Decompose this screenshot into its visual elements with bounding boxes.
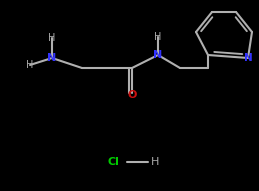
Text: H: H: [26, 60, 34, 70]
Text: N: N: [47, 53, 57, 63]
Text: O: O: [127, 90, 137, 100]
Text: N: N: [244, 53, 252, 63]
Text: H: H: [151, 157, 159, 167]
Text: H: H: [48, 33, 56, 43]
Text: Cl: Cl: [107, 157, 119, 167]
Text: N: N: [153, 50, 163, 60]
Text: H: H: [154, 32, 162, 42]
